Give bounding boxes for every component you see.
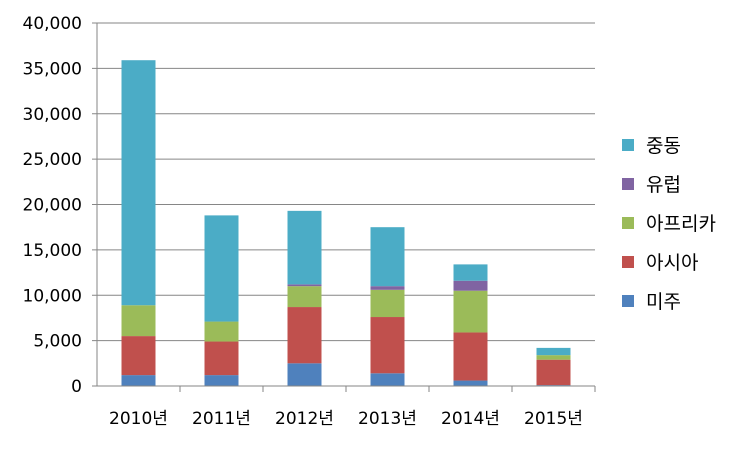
bar-segment — [370, 289, 405, 318]
bar-segment — [453, 380, 488, 386]
y-tick-label: 0 — [71, 377, 82, 397]
bar-segment — [204, 215, 239, 322]
bar-segment — [370, 373, 405, 386]
bar-segment — [453, 264, 488, 281]
legend-swatch — [622, 217, 634, 229]
bar-segment — [453, 332, 488, 381]
bars — [121, 60, 571, 386]
bar-segment — [536, 347, 571, 356]
y-tick-label: 5,000 — [33, 332, 82, 352]
bar-segment — [121, 336, 156, 376]
bar-segment — [287, 363, 322, 386]
bar-segment — [536, 355, 571, 360]
bar-segment — [287, 286, 322, 308]
x-tick-label: 2014년 — [441, 409, 500, 429]
legend-label: 미주 — [646, 291, 681, 313]
legend-swatch — [622, 178, 634, 190]
bar-segment — [204, 321, 239, 342]
bar-segment — [287, 284, 322, 287]
legend-swatch — [622, 256, 634, 268]
legend-label: 중동 — [646, 135, 681, 157]
bar-segment — [453, 290, 488, 333]
y-tick-label: 20,000 — [23, 196, 82, 216]
x-tick-label: 2015년 — [524, 409, 583, 429]
x-tick-label: 2010년 — [109, 409, 168, 429]
legend-label: 아시아 — [646, 252, 698, 274]
y-tick-label: 35,000 — [23, 59, 82, 79]
bar-segment — [453, 280, 488, 291]
bar-segment — [204, 375, 239, 386]
legend-swatch — [622, 295, 634, 307]
bar-segment — [121, 375, 156, 386]
y-tick-label: 15,000 — [23, 241, 82, 261]
y-tick-label: 10,000 — [23, 286, 82, 306]
gridlines — [92, 22, 596, 392]
bar-segment — [370, 286, 405, 290]
x-tick-label: 2011년 — [192, 409, 251, 429]
bar-segment — [370, 317, 405, 374]
bar-segment — [370, 227, 405, 287]
x-tick-label: 2013년 — [358, 409, 417, 429]
legend-swatch — [622, 139, 634, 151]
bar-segment — [536, 359, 571, 386]
bar-segment — [287, 210, 322, 285]
bar-segment — [121, 60, 156, 306]
legend-label: 아프리카 — [646, 213, 716, 235]
bar-segment — [287, 307, 322, 364]
y-tick-label: 40,000 — [23, 14, 82, 34]
x-tick-labels: 2010년 2011년 2012년 2013년 2014년 2015년 — [109, 409, 583, 429]
legend-label: 유럽 — [646, 174, 681, 196]
bar-segment — [121, 305, 156, 337]
y-tick-labels: 0 5,000 10,000 15,000 20,000 25,000 30,000 35,0… — [23, 14, 82, 397]
x-tick-label: 2012년 — [275, 409, 334, 429]
y-tick-label: 30,000 — [23, 105, 82, 125]
y-tick-label: 25,000 — [23, 150, 82, 170]
bar-segment — [204, 341, 239, 376]
axes — [96, 23, 595, 387]
